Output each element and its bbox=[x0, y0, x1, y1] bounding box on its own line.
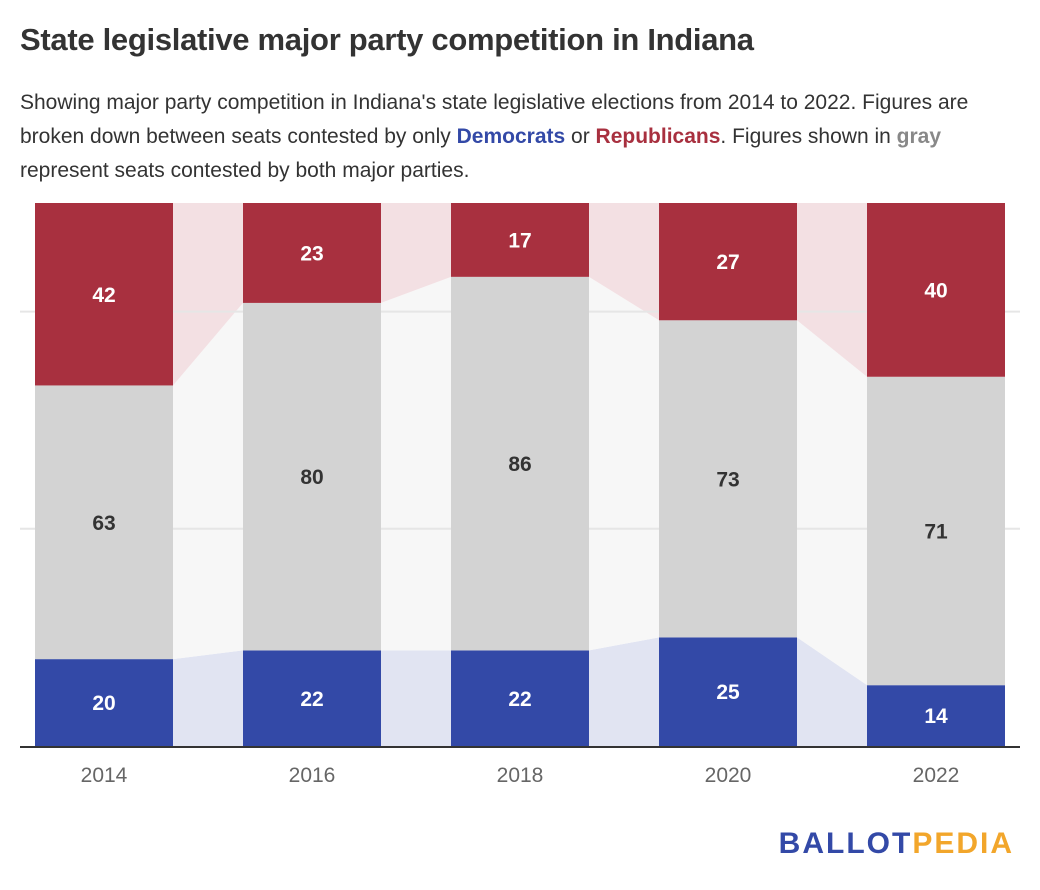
data-label: 86 bbox=[508, 453, 531, 476]
connector-band-republicans bbox=[173, 203, 243, 386]
x-tick-label: 2020 bbox=[705, 764, 752, 787]
chart-title: State legislative major party competitio… bbox=[20, 22, 754, 57]
data-label: 22 bbox=[300, 688, 323, 711]
data-label: 25 bbox=[716, 681, 740, 704]
bar-segment-both-major-parties bbox=[867, 376, 1005, 686]
ballotpedia-logo: BALLOTPEDIA bbox=[779, 827, 1014, 861]
bar-segment-republicans bbox=[243, 203, 381, 303]
bar-segment-democrats bbox=[451, 650, 589, 746]
data-label: 80 bbox=[300, 466, 323, 489]
x-tick-label: 2016 bbox=[289, 764, 336, 787]
subtitle-democrats: Democrats bbox=[456, 125, 566, 148]
x-tick-label: 2018 bbox=[497, 764, 544, 787]
connector-band-democrats bbox=[381, 650, 451, 746]
subtitle-text: Showing major party competition in India… bbox=[20, 91, 969, 148]
connector-band-both-major-parties bbox=[173, 302, 243, 660]
bar-segment-republicans bbox=[35, 203, 173, 386]
subtitle-republicans: Republicans bbox=[595, 125, 721, 148]
bar-segment-both-major-parties bbox=[659, 320, 797, 638]
bar-segment-democrats bbox=[35, 659, 173, 746]
x-tick-label: 2022 bbox=[913, 764, 960, 787]
subtitle-gray: gray bbox=[896, 125, 942, 148]
subtitle-text: . Figures shown in bbox=[720, 125, 897, 148]
bar-segment-both-major-parties bbox=[243, 302, 381, 651]
connector-band-democrats bbox=[797, 637, 867, 746]
subtitle-text: or bbox=[565, 125, 596, 148]
x-tick-label: 2014 bbox=[81, 764, 128, 787]
bar-segment-both-major-parties bbox=[35, 385, 173, 660]
data-label: 27 bbox=[716, 251, 739, 274]
data-label: 42 bbox=[92, 284, 115, 307]
chart-subtitle: Showing major party competition in India… bbox=[20, 86, 1030, 188]
connector-band-democrats bbox=[589, 637, 659, 746]
connector-band-republicans bbox=[797, 203, 867, 377]
bar-segment-democrats bbox=[867, 685, 1005, 746]
logo-part1: BALLOT bbox=[778, 827, 913, 860]
bar-segment-both-major-parties bbox=[451, 276, 589, 651]
connector-band-both-major-parties bbox=[381, 276, 451, 651]
data-label: 14 bbox=[924, 705, 948, 728]
data-label: 17 bbox=[508, 229, 531, 252]
connector-band-both-major-parties bbox=[589, 276, 659, 651]
connector-band-both-major-parties bbox=[797, 320, 867, 686]
data-label: 73 bbox=[716, 468, 739, 491]
data-label: 20 bbox=[92, 692, 115, 715]
bar-segment-republicans bbox=[659, 203, 797, 321]
data-label: 71 bbox=[924, 521, 948, 544]
bar-segment-democrats bbox=[659, 637, 797, 746]
data-label: 22 bbox=[508, 688, 531, 711]
bar-segment-republicans bbox=[867, 203, 1005, 377]
bar-segment-democrats bbox=[243, 650, 381, 746]
connector-band-republicans bbox=[589, 203, 659, 321]
logo-part2: PEDIA bbox=[912, 827, 1014, 860]
connector-band-democrats bbox=[173, 650, 243, 746]
bar-segment-republicans bbox=[451, 203, 589, 277]
data-label: 23 bbox=[300, 243, 323, 266]
subtitle-text: represent seats contested by both major … bbox=[20, 159, 470, 182]
data-label: 40 bbox=[924, 279, 947, 302]
data-label: 63 bbox=[92, 512, 115, 535]
connector-band-republicans bbox=[381, 203, 451, 303]
